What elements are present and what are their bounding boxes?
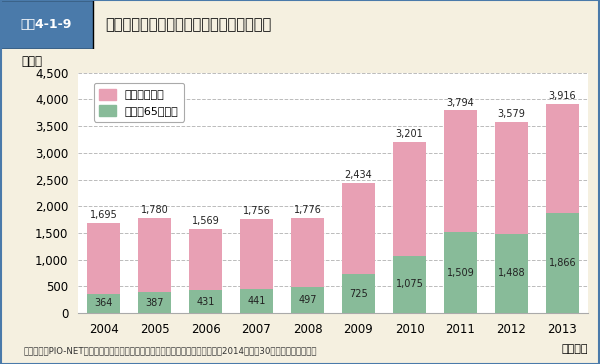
Text: 3,201: 3,201 bbox=[395, 129, 424, 139]
Bar bbox=[189, 290, 222, 313]
Bar bbox=[189, 229, 222, 290]
Text: 1,780: 1,780 bbox=[140, 205, 169, 215]
Text: 「カタログ通販」に関する相談は増加傾向: 「カタログ通販」に関する相談は増加傾向 bbox=[105, 17, 271, 32]
Bar bbox=[342, 183, 375, 274]
Bar bbox=[444, 111, 477, 233]
Text: 3,916: 3,916 bbox=[548, 91, 577, 101]
Bar bbox=[495, 234, 528, 313]
Bar bbox=[546, 104, 579, 213]
Bar bbox=[393, 256, 426, 313]
Bar bbox=[240, 219, 273, 289]
Bar bbox=[138, 218, 171, 292]
Bar bbox=[87, 222, 120, 294]
FancyBboxPatch shape bbox=[0, 0, 93, 49]
Text: 1,776: 1,776 bbox=[293, 205, 322, 215]
Bar bbox=[495, 122, 528, 234]
Bar bbox=[291, 218, 324, 286]
Text: 1,695: 1,695 bbox=[89, 210, 118, 219]
Text: 3,794: 3,794 bbox=[446, 98, 475, 107]
Text: （年度）: （年度） bbox=[562, 344, 588, 354]
Text: 431: 431 bbox=[196, 297, 215, 306]
Text: 725: 725 bbox=[349, 289, 368, 299]
Bar bbox=[138, 292, 171, 313]
Text: （備考）　PIO-NETに登録された「カタログ通販」に関する消費生活相談情報（2014年４月30日までの登録分）。: （備考） PIO-NETに登録された「カタログ通販」に関する消費生活相談情報（2… bbox=[24, 346, 317, 355]
Text: 1,756: 1,756 bbox=[242, 206, 271, 216]
Text: 1,866: 1,866 bbox=[548, 258, 577, 268]
Text: 497: 497 bbox=[298, 295, 317, 305]
Bar bbox=[546, 213, 579, 313]
Text: 図表4-1-9: 図表4-1-9 bbox=[20, 18, 72, 31]
Legend: カタログ通販, うち、65歳以上: カタログ通販, うち、65歳以上 bbox=[94, 83, 184, 122]
Text: 1,509: 1,509 bbox=[446, 268, 475, 278]
Bar bbox=[393, 142, 426, 256]
Text: 387: 387 bbox=[145, 298, 164, 308]
Text: 1,569: 1,569 bbox=[191, 216, 220, 226]
Text: 2,434: 2,434 bbox=[344, 170, 373, 180]
Y-axis label: （件）: （件） bbox=[22, 55, 43, 68]
Bar bbox=[444, 233, 477, 313]
Bar bbox=[240, 289, 273, 313]
Text: 364: 364 bbox=[94, 298, 113, 308]
Bar bbox=[291, 286, 324, 313]
Text: 3,579: 3,579 bbox=[497, 109, 526, 119]
Bar bbox=[342, 274, 375, 313]
Text: 441: 441 bbox=[247, 296, 266, 306]
Text: 1,075: 1,075 bbox=[395, 279, 424, 289]
Text: 1,488: 1,488 bbox=[497, 268, 526, 278]
Bar bbox=[87, 294, 120, 313]
